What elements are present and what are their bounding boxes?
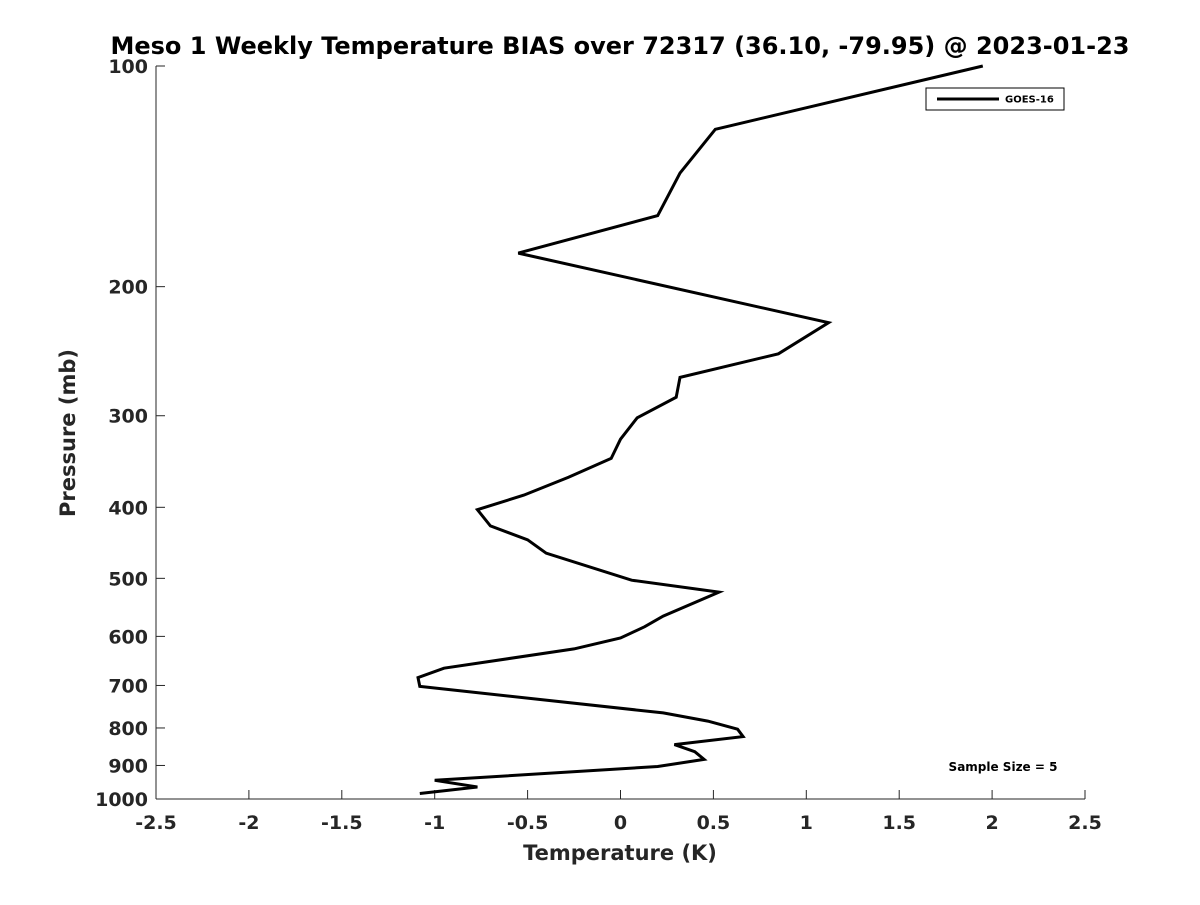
x-tick-label: -1.5: [321, 812, 363, 834]
x-tick-label: 0: [614, 812, 627, 834]
x-tick-label: 2: [985, 812, 998, 834]
x-axis-label: Temperature (K): [523, 841, 717, 865]
x-tick-label: 2.5: [1068, 812, 1102, 834]
series-line-0: [416, 64, 984, 795]
sample-size-annotation: Sample Size = 5: [949, 760, 1058, 774]
x-tick-label: -2: [238, 812, 259, 834]
legend: GOES-16: [925, 87, 1065, 111]
y-tick-label: 300: [108, 406, 148, 428]
x-tick-label: -0.5: [507, 812, 549, 834]
y-tick-label: 200: [108, 277, 148, 299]
legend-series-label: GOES-16: [1005, 95, 1054, 106]
y-tick-label: 800: [108, 718, 148, 740]
y-tick-label: 1000: [95, 789, 148, 811]
x-tick-label: 0.5: [697, 812, 731, 834]
axes: -2.5 -2 -1.5 -1 -0.5 0 0.5 1 1.5 2 2.5 100 200 300 400…: [95, 56, 1102, 834]
x-tick-label: 1.5: [882, 812, 916, 834]
y-tick-label: 900: [108, 755, 148, 777]
x-tick-label: 1: [800, 812, 813, 834]
y-axis-label: Pressure (mb): [56, 349, 80, 517]
y-tick-label: 400: [108, 497, 148, 519]
x-tick-label: -1: [424, 812, 445, 834]
y-tick-label: 500: [108, 568, 148, 590]
chart-title: Meso 1 Weekly Temperature BIAS over 7231…: [110, 32, 1129, 60]
series-layer: [416, 64, 984, 795]
y-tick-label: 600: [108, 626, 148, 648]
x-tick-label: -2.5: [135, 812, 177, 834]
y-tick-label: 700: [108, 675, 148, 697]
y-tick-label: 100: [108, 56, 148, 78]
